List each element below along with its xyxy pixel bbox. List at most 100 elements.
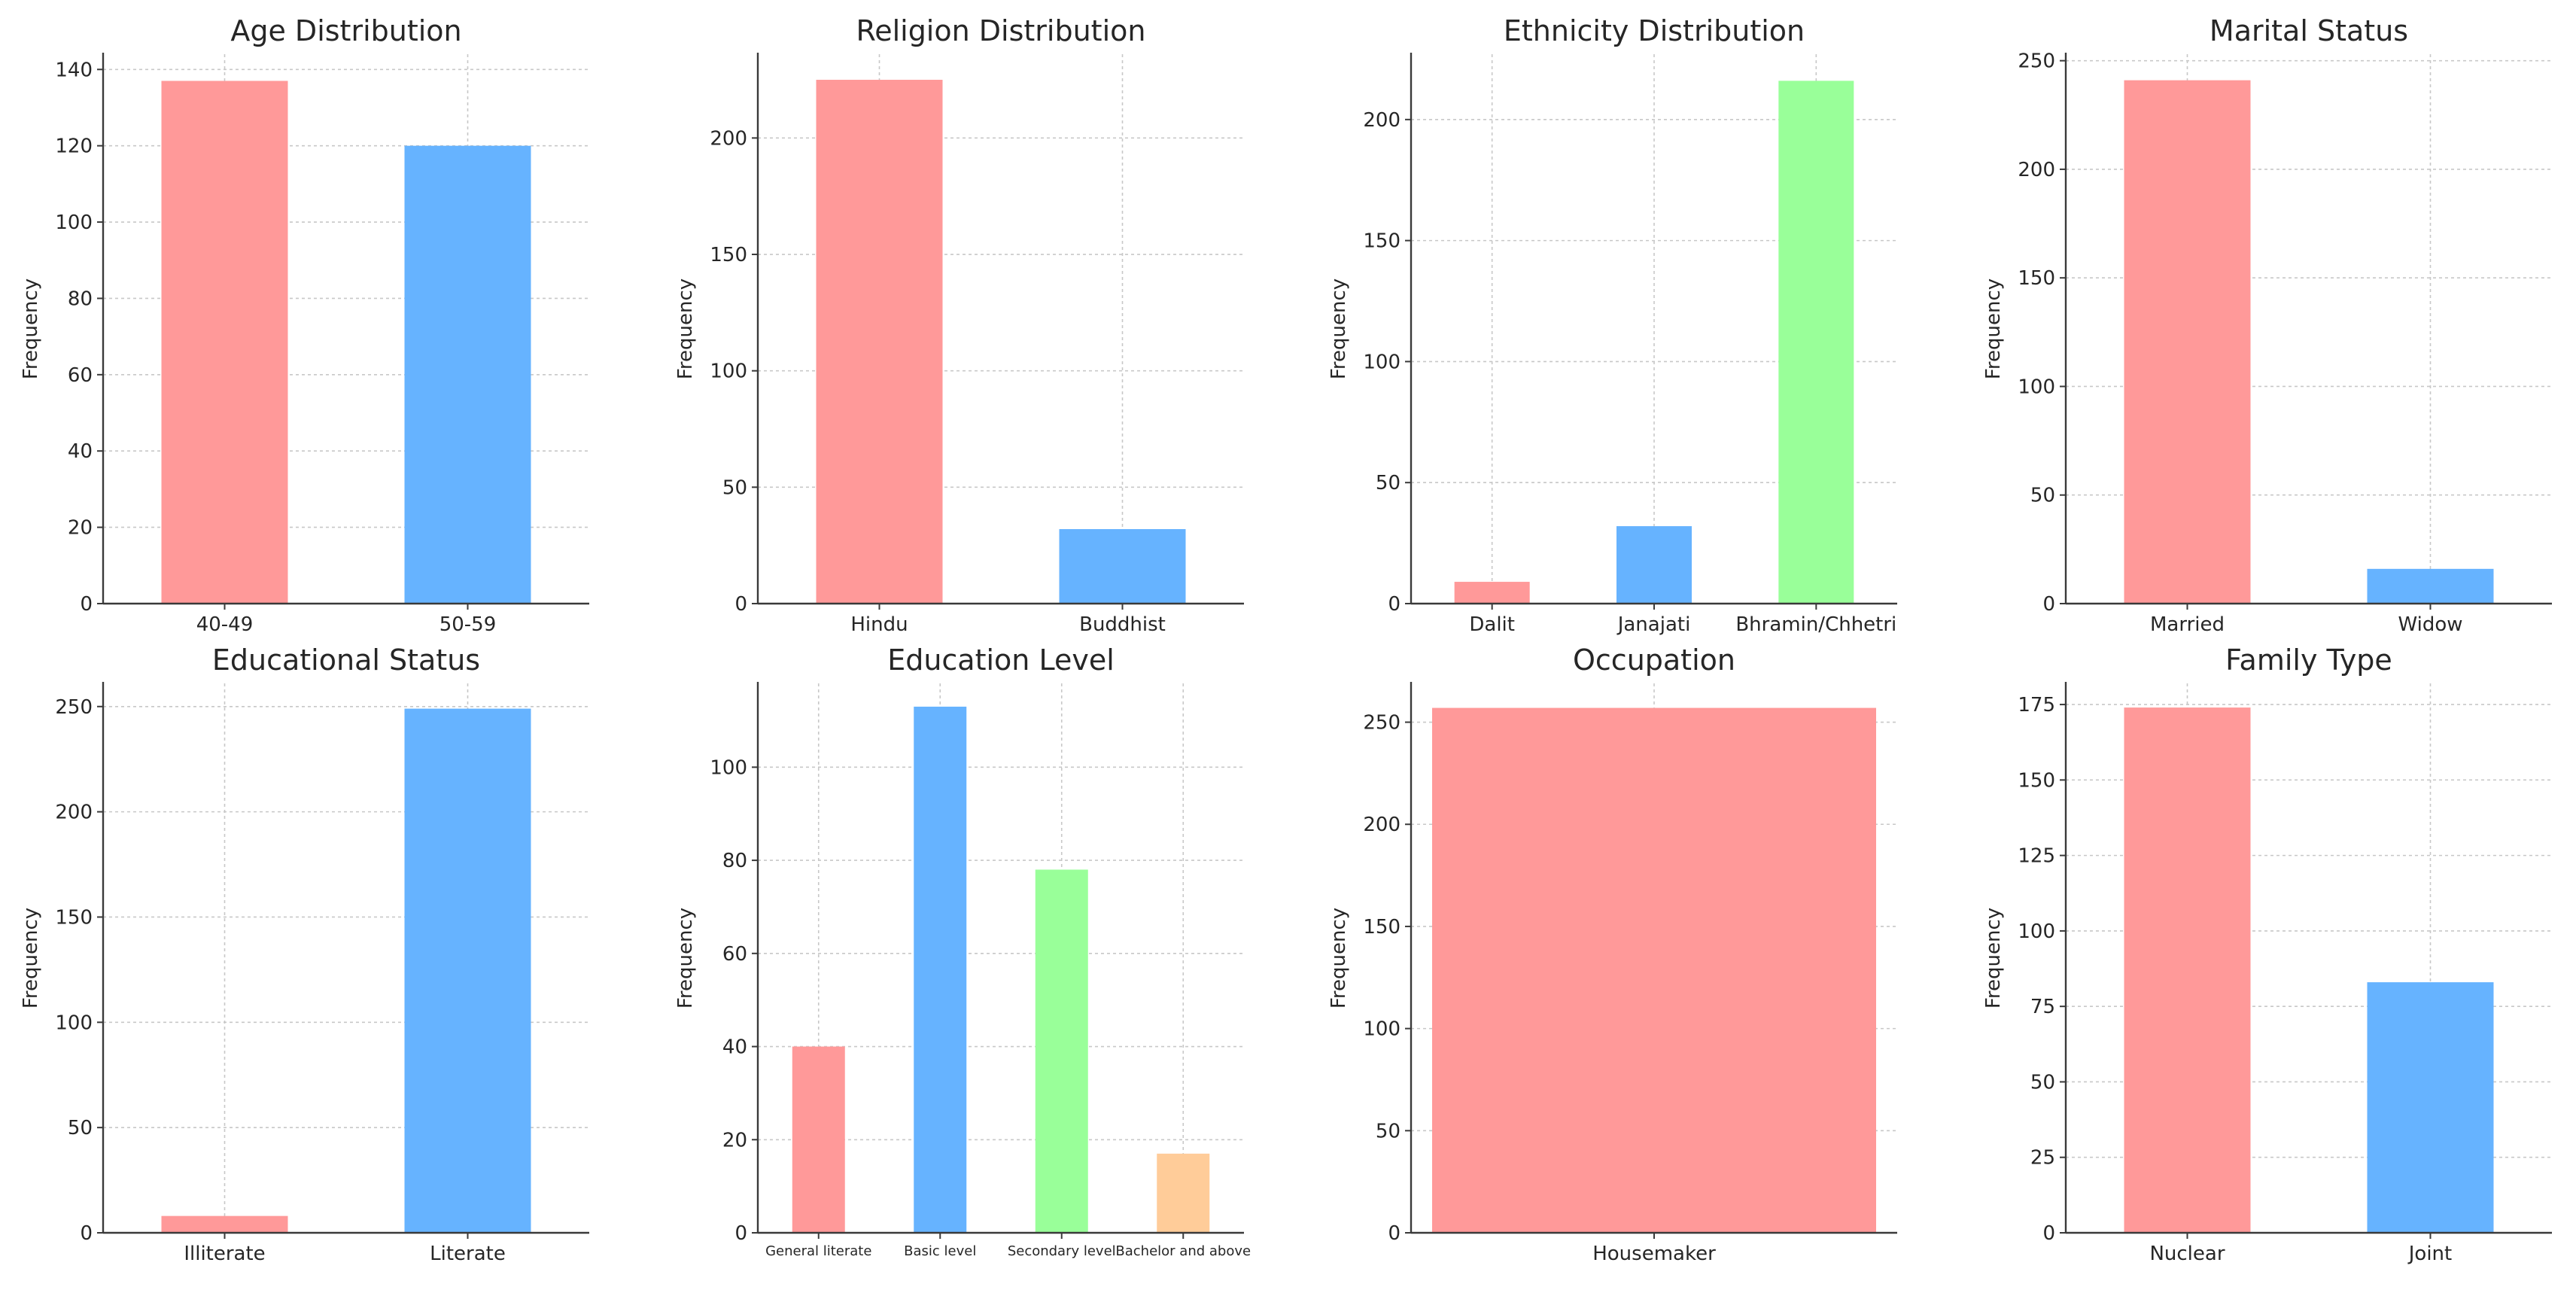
y-axis-label: Frequency — [1328, 278, 1350, 379]
y-tick-label: 100 — [2018, 920, 2055, 943]
x-tick-label-literate: Literate — [430, 1243, 506, 1265]
y-tick-label: 20 — [722, 1129, 747, 1152]
y-tick-label: 200 — [2018, 159, 2055, 181]
x-tick-label-bachelor-and-above: Bachelor and above — [1115, 1243, 1251, 1259]
y-tick-label: 0 — [2042, 593, 2055, 616]
y-tick-label: 0 — [734, 1222, 747, 1245]
y-tick-label: 100 — [55, 211, 93, 234]
y-tick-label: 150 — [2018, 267, 2055, 290]
y-tick-label: 250 — [1363, 712, 1401, 735]
y-tick-label: 0 — [1388, 593, 1401, 616]
y-tick-label: 175 — [2018, 694, 2055, 716]
y-tick-label: 40 — [722, 1036, 747, 1059]
chart-title: Marital Status — [2210, 14, 2408, 47]
y-tick-label: 250 — [2018, 50, 2055, 73]
x-tick-label-buddhist: Buddhist — [1079, 613, 1166, 636]
chart-title: Family Type — [2225, 643, 2392, 677]
chart-panel-age-distribution: 0 20 40 60 80 100 120 140 40-49 50-59 Age Distribu… — [20, 14, 589, 636]
y-tick-label: 150 — [1363, 916, 1401, 939]
x-tick-label-widow: Widow — [2398, 613, 2462, 636]
y-tick-label: 50 — [2030, 1071, 2055, 1094]
y-tick-label: 150 — [55, 906, 93, 929]
y-tick-label: 200 — [710, 127, 747, 150]
y-axis-label: Frequency — [20, 908, 42, 1009]
y-tick-label: 100 — [2018, 376, 2055, 398]
x-tick-label-50-59: 50-59 — [439, 613, 497, 636]
y-tick-label: 50 — [2030, 485, 2055, 507]
y-tick-label: 100 — [1363, 351, 1401, 373]
y-tick-label: 0 — [1388, 1222, 1401, 1245]
bar-basic-level — [914, 706, 967, 1233]
y-tick-label: 100 — [1363, 1018, 1401, 1041]
y-tick-label: 250 — [55, 696, 93, 719]
x-tick-label-janajati: Janajati — [1616, 613, 1691, 636]
y-axis-label: Frequency — [20, 278, 42, 379]
chart-panel-education-level: 0 20 40 60 80 100 General literate Basic level S… — [674, 643, 1251, 1259]
x-tick-label-hindu: Hindu — [850, 613, 908, 636]
x-tick-label-40-49: 40-49 — [196, 613, 254, 636]
bar-50-59 — [404, 145, 531, 604]
y-tick-label: 50 — [722, 476, 747, 499]
y-tick-label: 0 — [80, 1222, 93, 1245]
bar-bachelor-and-above — [1157, 1153, 1210, 1233]
bar-janajati — [1616, 526, 1692, 604]
bar-40-49 — [161, 81, 288, 604]
y-tick-label: 120 — [55, 135, 93, 158]
y-tick-label: 140 — [55, 59, 93, 81]
y-tick-label: 0 — [734, 593, 747, 616]
chart-panel-educational-status: 0 50 100 150 200 250 Illiterate Literate Educati… — [20, 643, 589, 1265]
y-tick-label: 100 — [55, 1012, 93, 1034]
y-tick-label: 25 — [2030, 1147, 2055, 1170]
chart-title: Educational Status — [212, 643, 480, 677]
chart-title: Education Level — [887, 643, 1115, 677]
x-tick-label-general-literate: General literate — [765, 1243, 871, 1259]
y-tick-label: 100 — [710, 756, 747, 779]
bar-general-literate — [792, 1046, 845, 1233]
bar-literate — [404, 708, 531, 1233]
chart-panel-occupation: 0 50 100 150 200 250 Housemaker Occupation Frequ… — [1328, 643, 1897, 1265]
y-tick-label: 0 — [2042, 1222, 2055, 1245]
y-tick-label: 75 — [2030, 996, 2055, 1018]
chart-panel-family-type: 0 25 50 75 100 125 150 175 Nuclear Joint Family Ty… — [1982, 643, 2552, 1265]
y-tick-label: 150 — [710, 244, 747, 266]
y-axis-label: Frequency — [1982, 278, 2005, 379]
chart-title: Religion Distribution — [856, 14, 1146, 47]
x-tick-label-joint: Joint — [2407, 1243, 2452, 1265]
y-tick-label: 60 — [68, 364, 93, 387]
bar-hindu — [816, 80, 943, 604]
x-tick-label-illiterate: Illiterate — [184, 1243, 265, 1265]
y-tick-label: 50 — [68, 1117, 93, 1139]
y-tick-label: 50 — [1376, 1120, 1401, 1142]
y-tick-label: 80 — [68, 288, 93, 310]
y-tick-label: 200 — [1363, 109, 1401, 132]
bar-widow — [2367, 568, 2494, 604]
y-axis-label: Frequency — [674, 908, 697, 1009]
x-tick-label-nuclear: Nuclear — [2149, 1243, 2225, 1265]
x-tick-label-housemaker: Housemaker — [1592, 1243, 1716, 1265]
bar-dalit — [1454, 582, 1530, 604]
y-tick-label: 40 — [68, 440, 93, 463]
chart-panel-religion-distribution: 0 50 100 150 200 Hindu Buddhist Religion Distri… — [674, 14, 1244, 636]
bar-married — [2124, 80, 2251, 604]
y-tick-label: 80 — [722, 850, 747, 872]
y-tick-label: 125 — [2018, 845, 2055, 868]
y-tick-label: 150 — [1363, 230, 1401, 253]
bar-nuclear — [2124, 707, 2251, 1233]
y-tick-label: 200 — [1363, 814, 1401, 836]
y-tick-label: 0 — [80, 593, 93, 616]
y-tick-label: 150 — [2018, 769, 2055, 792]
chart-title: Occupation — [1573, 643, 1735, 677]
y-axis-label: Frequency — [1328, 908, 1350, 1009]
y-axis-label: Frequency — [1982, 908, 2005, 1009]
y-tick-label: 60 — [722, 943, 747, 966]
bar-buddhist — [1059, 529, 1186, 604]
bar-secondary-level — [1035, 869, 1088, 1233]
y-tick-label: 50 — [1376, 472, 1401, 494]
chart-title: Ethnicity Distribution — [1504, 14, 1805, 47]
chart-panel-ethnicity-distribution: 0 50 100 150 200 Dalit Janajati Bhramin/Chhetri… — [1328, 14, 1897, 636]
x-tick-label-bhramin-chhetri: Bhramin/Chhetri — [1735, 613, 1896, 636]
x-tick-label-dalit: Dalit — [1469, 613, 1515, 636]
x-tick-label-secondary-level: Secondary level — [1008, 1243, 1116, 1259]
